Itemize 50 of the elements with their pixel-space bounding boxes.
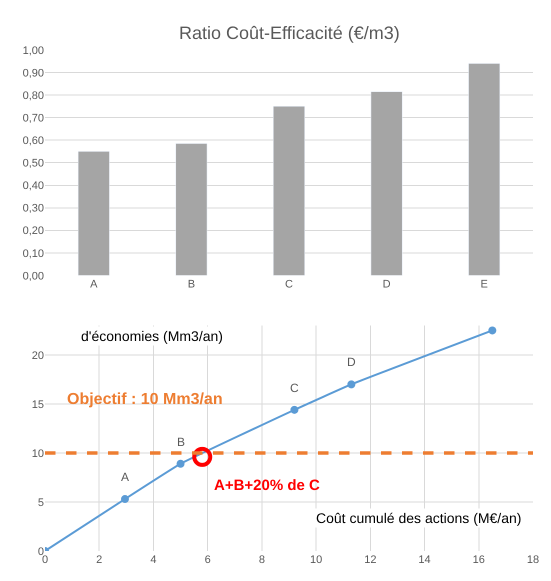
point [488,326,496,334]
y-tick-label: 0,20 [22,225,44,238]
y-tick-label: 20 [32,350,44,362]
x-tick-label: 10 [310,554,322,566]
x-tick-label: A [90,278,98,290]
x-tick-label: B [188,278,196,290]
bar [370,91,402,276]
chart-title: Ratio Coût-Efficacité (€/m3) [179,23,400,43]
x-tick-label: E [480,278,488,290]
annotation: A+B+20% de C [214,477,320,494]
x-axis-title: Coût cumulé des actions (M€/an) [316,510,522,526]
x-tick-label: 14 [418,554,431,566]
y-tick-label: 10 [32,448,44,460]
ref-line-label: Objectif : 10 Mm3/an [67,391,223,408]
y-tick-label: 0,50 [22,158,44,170]
point [290,406,298,414]
x-tick-label: 8 [258,554,265,566]
bar [273,106,305,276]
y-tick-label: 0,70 [22,112,44,124]
y-tick-label: 0,60 [22,135,44,148]
annotation: B [177,435,186,449]
x-tick-label: 16 [472,554,485,566]
y-tick-label: 1,00 [22,44,44,57]
y-tick-label: 0,00 [22,270,44,282]
x-tick-label: 12 [364,554,376,566]
bar [468,63,500,276]
y-tick-label: 0 [38,546,44,558]
annotation: A [121,470,130,484]
x-tick-label: 2 [96,554,102,566]
x-tick-label: 4 [150,554,157,566]
point [120,495,129,504]
y-tick-label: 0,80 [22,90,44,102]
annotation: C [290,381,299,395]
point [176,460,185,468]
bar [78,151,110,276]
y-axis-title: d'économies (Mm3/an) [81,328,223,344]
y-tick-label: 0,40 [22,180,44,192]
annotation: D [347,355,356,369]
y-tick-label: 5 [38,496,44,509]
y-tick-label: 0,30 [22,202,44,215]
x-tick-label: D [382,278,391,290]
x-tick-label: C [285,278,294,290]
x-tick-label: 18 [526,554,540,566]
y-tick-label: 15 [32,398,44,411]
y-tick-label: 0,10 [22,248,44,260]
y-tick-label: 0,90 [22,67,44,80]
point [192,446,212,467]
point [347,380,356,388]
bar [176,143,208,276]
x-tick-label: 6 [204,554,211,566]
